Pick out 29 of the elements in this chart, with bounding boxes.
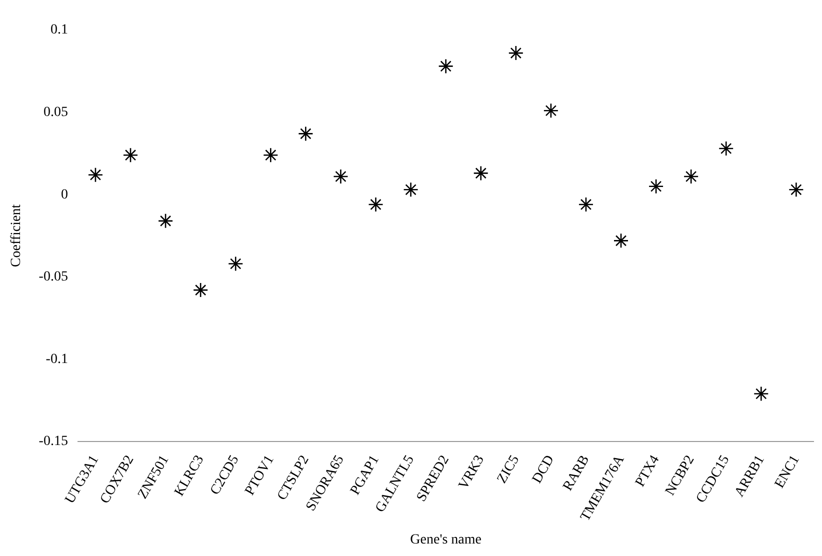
point xyxy=(158,213,174,229)
point xyxy=(88,167,104,182)
point xyxy=(228,256,244,272)
y-tick-label: -0.05 xyxy=(38,270,68,285)
y-tick-label: 0.05 xyxy=(43,104,68,120)
point xyxy=(613,233,629,248)
point xyxy=(263,147,278,163)
point xyxy=(473,166,489,181)
point xyxy=(648,178,664,194)
y-axis-title: Coefficient xyxy=(9,204,24,268)
point xyxy=(368,196,384,212)
point xyxy=(543,103,559,118)
y-tick-label: 0.1 xyxy=(50,22,68,38)
point xyxy=(683,168,699,184)
point xyxy=(122,147,138,163)
point xyxy=(333,168,348,184)
point xyxy=(788,182,804,198)
point xyxy=(578,196,594,212)
y-tick-label: -0.15 xyxy=(38,434,68,450)
point xyxy=(298,126,314,142)
y-tick-label: -0.1 xyxy=(46,352,68,367)
point xyxy=(403,182,418,198)
point xyxy=(192,282,208,298)
y-tick-label: 0 xyxy=(60,187,68,202)
x-axis-title: Gene's name xyxy=(410,532,482,548)
point xyxy=(754,386,769,402)
point xyxy=(508,45,524,61)
point xyxy=(718,140,734,156)
point xyxy=(438,58,454,74)
